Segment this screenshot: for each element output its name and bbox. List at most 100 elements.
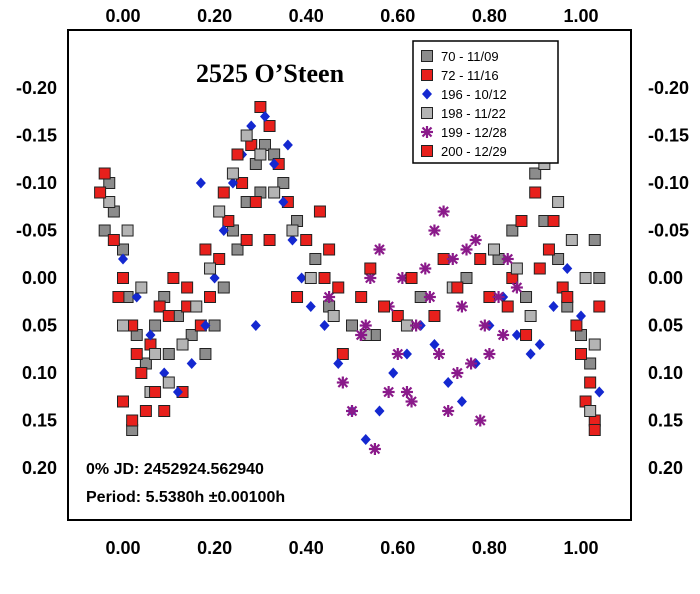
data-point <box>346 405 358 417</box>
x-tick-label-bottom: 0.80 <box>472 538 507 558</box>
data-point <box>204 291 217 303</box>
data-point <box>131 291 142 303</box>
data-point <box>400 386 413 398</box>
data-point <box>218 225 229 236</box>
data-point <box>410 319 423 332</box>
data-point <box>158 405 171 417</box>
data-point <box>588 424 601 436</box>
data-point <box>575 348 587 360</box>
legend-item: 72 - 11/16 <box>421 68 499 83</box>
data-point <box>181 281 194 294</box>
data-point <box>373 243 386 256</box>
data-point <box>254 101 267 113</box>
series-5 <box>323 205 523 455</box>
data-point <box>145 329 156 341</box>
data-point <box>149 319 162 332</box>
data-point <box>296 272 307 284</box>
data-point <box>130 348 143 360</box>
data-point <box>428 310 441 322</box>
data-point <box>552 253 565 265</box>
data-point <box>588 338 601 351</box>
left-y-axis: -0.20 -0.15 -0.10 -0.05 0.00 0.05 0.10 0.15 0.20 <box>16 78 57 478</box>
y-tick-label-right: -0.15 <box>648 126 689 146</box>
data-point <box>318 272 331 284</box>
data-point <box>319 320 330 331</box>
legend-item: 198 - 11/22 <box>421 106 506 121</box>
data-point <box>501 300 514 313</box>
data-point <box>446 253 459 265</box>
data-point <box>98 224 111 237</box>
data-point <box>391 348 404 360</box>
y-tick-label-right: -0.05 <box>648 221 689 241</box>
data-point <box>162 348 175 360</box>
data-point <box>465 357 478 370</box>
y-tick-label-left: 0.15 <box>22 411 57 431</box>
x-tick-label-top: 1.00 <box>563 6 598 26</box>
data-point <box>346 319 358 332</box>
data-point <box>525 348 536 360</box>
data-point <box>474 253 487 265</box>
data-point <box>423 291 436 303</box>
data-point <box>443 377 454 388</box>
data-point <box>217 186 230 199</box>
data-point <box>594 386 605 398</box>
data-point <box>364 262 377 275</box>
data-point <box>333 358 344 369</box>
y-tick-label-left: 0.00 <box>22 268 57 288</box>
data-point <box>117 395 129 408</box>
data-point <box>118 253 128 265</box>
data-point <box>135 281 148 294</box>
data-point <box>135 367 148 379</box>
x-tick-label-top: 0.40 <box>289 6 324 26</box>
data-point <box>222 215 235 227</box>
data-point <box>278 196 289 208</box>
bottom-x-axis: 0.00 0.20 0.40 0.60 0.80 1.00 <box>105 538 598 558</box>
data-point <box>107 234 120 246</box>
data-point <box>368 443 381 455</box>
data-point <box>547 215 560 227</box>
data-point <box>576 310 586 322</box>
x-tick-label-top: 0.60 <box>380 6 415 26</box>
x-tick-label-bottom: 0.40 <box>289 538 324 558</box>
y-tick-label-right: -0.10 <box>648 173 689 193</box>
data-point <box>162 376 175 389</box>
y-tick-label-left: 0.20 <box>22 458 57 478</box>
data-point <box>501 253 514 265</box>
data-point <box>451 367 464 379</box>
data-point <box>478 319 491 332</box>
data-point <box>323 291 336 303</box>
data-point <box>117 272 129 284</box>
legend-label: 72 - 11/16 <box>441 68 499 83</box>
data-point <box>506 224 519 237</box>
data-point <box>428 224 441 237</box>
data-point <box>159 367 170 379</box>
data-point <box>209 272 220 284</box>
data-point <box>291 291 304 303</box>
series-6 <box>94 148 601 436</box>
data-point <box>593 300 606 313</box>
data-point <box>520 291 533 303</box>
data-point <box>250 320 261 331</box>
data-point <box>562 263 573 274</box>
data-point <box>492 291 505 303</box>
data-point <box>172 386 183 398</box>
data-point <box>570 319 583 332</box>
data-point <box>213 253 226 265</box>
data-point <box>529 167 542 180</box>
data-point <box>149 386 162 398</box>
data-point <box>313 205 326 218</box>
y-tick-label-right: 0.20 <box>648 458 683 478</box>
x-tick-label-top: 0.20 <box>197 6 232 26</box>
period-annotation: Period: 5.5380h ±0.00100h <box>86 489 285 506</box>
x-tick-label-top: 0.00 <box>105 6 140 26</box>
data-point <box>374 405 385 417</box>
data-point <box>190 300 203 313</box>
data-point <box>162 310 175 322</box>
chart-title: 2525 O’Steen <box>196 59 345 88</box>
legend-box <box>412 40 559 164</box>
data-point <box>515 215 528 227</box>
data-point <box>231 148 244 161</box>
data-points <box>94 101 606 455</box>
data-point <box>593 272 606 284</box>
